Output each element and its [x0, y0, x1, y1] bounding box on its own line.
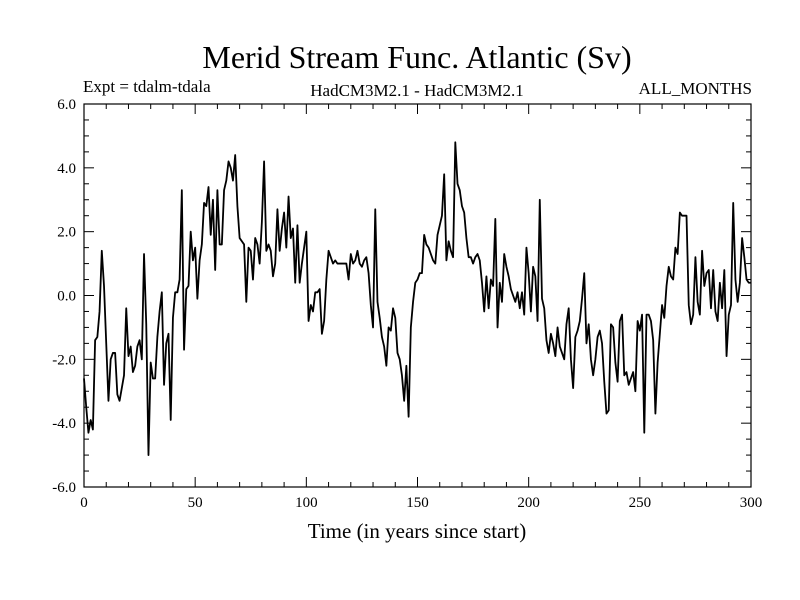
x-tick-label: 300	[740, 495, 763, 511]
y-tick-label: 0.0	[57, 289, 76, 305]
x-tick-label: 0	[80, 495, 88, 511]
y-tick-label: 6.0	[57, 97, 76, 113]
plot-frame	[83, 103, 752, 488]
y-tick-label: 4.0	[57, 161, 76, 177]
x-tick-label: 200	[517, 495, 540, 511]
chart-subtitle-center: HadCM3M2.1 - HadCM3M2.1	[310, 81, 523, 100]
chart-title: Merid Stream Func. Atlantic (Sv)	[202, 39, 631, 75]
axis-tick-labels: 0 50 100 150 200 250 300 6.0 4.0 2.0 0.0 -2.0 -4.0 -6…	[52, 97, 762, 511]
series-line	[83, 141, 751, 456]
x-tick-label: 250	[629, 495, 652, 511]
x-tick-label: 50	[188, 495, 203, 511]
y-tick-label: -6.0	[52, 480, 76, 496]
y-tick-label: -2.0	[52, 352, 76, 368]
x-axis-label: Time (in years since start)	[308, 519, 527, 543]
y-tick-label: -4.0	[52, 416, 76, 432]
x-tick-label: 150	[406, 495, 429, 511]
x-tick-label: 100	[295, 495, 318, 511]
y-tick-label: 2.0	[57, 225, 76, 241]
chart-subtitle-left: Expt = tdalm-tdala	[83, 77, 211, 96]
chart-subtitle-right: ALL_MONTHS	[639, 79, 752, 98]
